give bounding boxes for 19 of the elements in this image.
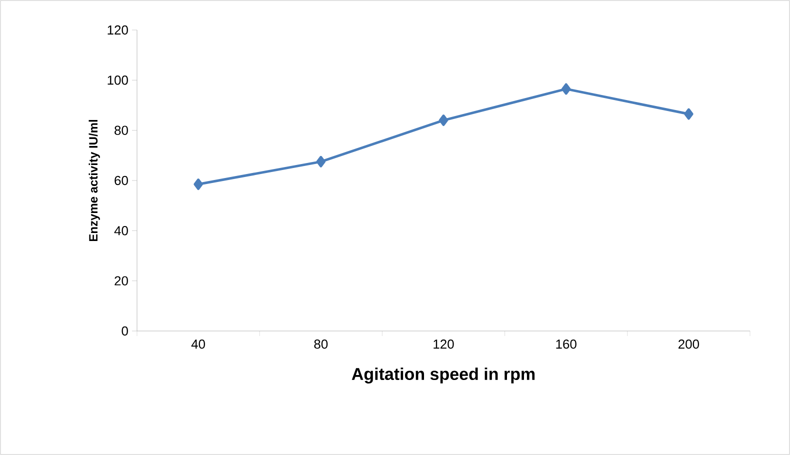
y-tick-label: 40	[114, 226, 128, 236]
y-tick-label: 60	[114, 176, 128, 186]
x-tick-label: 120	[434, 340, 454, 349]
x-tick-label: 40	[191, 340, 206, 349]
x-axis-title: Agitation speed in rpm	[352, 368, 535, 384]
point	[561, 83, 571, 95]
x-tick-label: 160	[556, 340, 576, 349]
y-tick-label: 100	[108, 76, 128, 85]
y-tick-label: 80	[114, 126, 128, 135]
point	[438, 114, 448, 126]
point	[194, 178, 203, 190]
x-tick-label: 80	[314, 340, 328, 349]
point	[316, 156, 326, 168]
y-axis-title: Enzyme activity IU/ml	[88, 120, 100, 242]
y-tick-label: 20	[114, 276, 128, 286]
point	[684, 108, 694, 120]
y-tick-label: 0	[122, 326, 128, 336]
y-tick-label: 120	[108, 25, 128, 35]
x-tick-label: 200	[678, 340, 700, 349]
